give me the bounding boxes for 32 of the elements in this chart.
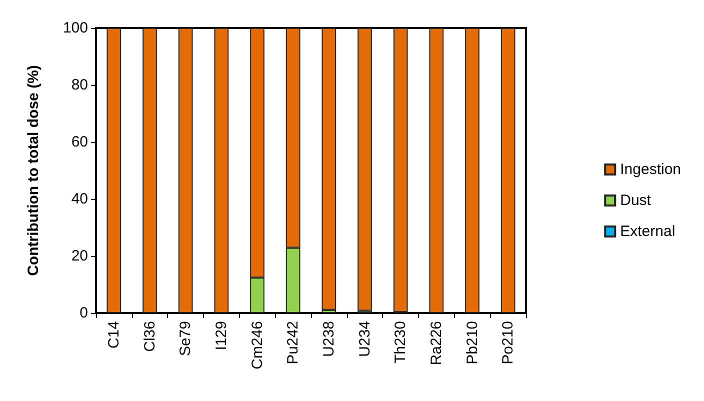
x-tick-label: Se79: [177, 321, 194, 356]
x-tick-label: I129: [212, 321, 230, 350]
x-tick-label: U234: [356, 321, 374, 357]
y-tick-label: 20: [71, 248, 88, 264]
x-tick-label: U238: [320, 321, 338, 357]
y-tick-label: 40: [71, 190, 88, 208]
bar: [393, 28, 408, 312]
y-axis-title: Contribution to total dose (%): [25, 65, 42, 276]
legend-label: External: [620, 223, 676, 240]
x-tick-label: Po210: [500, 321, 517, 364]
bar: [358, 28, 372, 311]
x-tick-label: C14: [105, 321, 122, 349]
bar: [322, 28, 336, 310]
x-tick-label: Pu242: [284, 321, 302, 364]
bar: [106, 28, 122, 313]
x-tick-label: Cl36: [141, 321, 158, 352]
x-tick-label: Pb210: [464, 321, 481, 364]
y-tick-label: 60: [71, 134, 88, 150]
bar: [178, 28, 193, 313]
y-tick-label: 0: [80, 304, 88, 322]
legend-label: Ingestion: [620, 161, 682, 178]
x-tick-label: Cm246: [248, 321, 266, 370]
y-tick-label: 100: [62, 20, 88, 36]
y-tick-label: 80: [71, 76, 88, 94]
bar: [500, 28, 516, 313]
bar: [465, 28, 480, 313]
bar: [142, 28, 157, 313]
bar: [429, 28, 444, 313]
bar: [214, 28, 229, 313]
x-tick-label: Th230: [392, 321, 410, 364]
legend-label: Dust: [620, 192, 652, 209]
x-tick-label: Ra226: [428, 321, 445, 366]
